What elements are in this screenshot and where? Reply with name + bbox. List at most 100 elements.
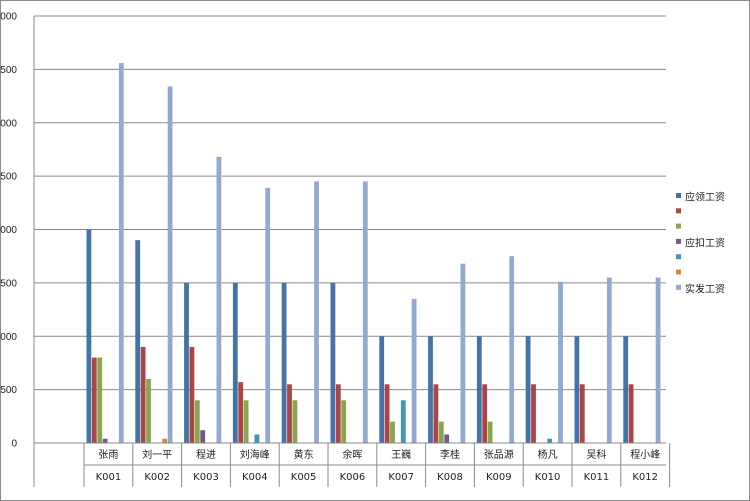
bar-K005-s2 xyxy=(292,400,298,443)
bar-K005-s1 xyxy=(287,384,292,443)
bar-K008-s0 xyxy=(428,336,433,443)
bar-K010-s0 xyxy=(525,336,531,443)
x-name-label: 杨凡 xyxy=(538,448,558,461)
bar-K006-s1 xyxy=(335,384,341,443)
y-tick-label: 2500 xyxy=(0,172,17,183)
bar-K008-s3 xyxy=(444,434,450,443)
bar-K011-s1 xyxy=(579,384,585,443)
y-tick-label: 4000 xyxy=(0,12,17,23)
bar-K006-s2 xyxy=(341,400,347,443)
bar-K005-s6 xyxy=(314,181,319,443)
bar-K007-s1 xyxy=(384,384,390,443)
legend-label: 应扣工资 xyxy=(685,236,725,249)
x-name-label: 刘海峰 xyxy=(240,448,270,461)
x-name-label: 王巍 xyxy=(391,449,411,461)
bar-K007-s6 xyxy=(411,298,417,443)
bar-K010-s1 xyxy=(531,384,536,443)
bar-K001-s1 xyxy=(91,357,97,443)
x-name-label: 李桂 xyxy=(440,448,460,461)
bar-K010-s6 xyxy=(558,281,563,443)
bar-K008-s6 xyxy=(460,263,466,443)
legend-swatch xyxy=(676,223,681,229)
legend-swatch xyxy=(676,193,681,198)
bar-K012-s0 xyxy=(623,336,629,443)
bar-K003-s0 xyxy=(184,282,189,443)
y-tick-label: 2000 xyxy=(0,225,17,236)
x-id-label: K007 xyxy=(388,472,414,483)
bar-K006-s0 xyxy=(330,282,336,443)
bar-K008-s1 xyxy=(433,384,439,443)
x-id-label: K012 xyxy=(632,472,658,483)
x-id-label: K008 xyxy=(437,472,463,483)
legend-swatch xyxy=(676,208,681,214)
bar-K004-s2 xyxy=(243,400,249,443)
x-id-label: K009 xyxy=(486,472,512,483)
bar-K002-s0 xyxy=(135,240,141,443)
x-id-label: K003 xyxy=(193,472,219,483)
x-id-label: K002 xyxy=(144,472,170,483)
bar-K001-s2 xyxy=(97,357,103,443)
bar-K012-s1 xyxy=(628,384,634,443)
bar-K002-s2 xyxy=(146,378,151,443)
bar-K007-s2 xyxy=(390,421,395,443)
x-name-label: 刘一平 xyxy=(142,449,172,461)
legend-label: 应领工资 xyxy=(685,191,725,204)
legend-swatch xyxy=(676,269,681,275)
y-tick-label: 1000 xyxy=(0,332,17,343)
x-id-label: K006 xyxy=(340,472,366,483)
bar-K010-s4 xyxy=(547,438,553,443)
bar-K009-s2 xyxy=(487,421,493,443)
x-id-label: K011 xyxy=(584,472,610,483)
x-id-label: K001 xyxy=(96,472,122,483)
legend-swatch xyxy=(676,284,681,290)
bar-K009-s6 xyxy=(509,256,515,443)
bar-K004-s1 xyxy=(238,382,244,443)
bar-K004-s4 xyxy=(254,434,260,443)
x-id-label: K004 xyxy=(242,472,268,483)
bar-K003-s3 xyxy=(200,430,206,443)
y-tick-label: 1500 xyxy=(0,278,17,289)
x-name-label: 程小峰 xyxy=(630,449,660,461)
x-name-label: 张雨 xyxy=(98,449,118,461)
bar-K007-s0 xyxy=(379,336,385,443)
bar-K002-s1 xyxy=(140,346,146,443)
y-tick-label: 3500 xyxy=(0,65,17,76)
x-name-label: 张品源 xyxy=(484,448,514,461)
bar-K005-s0 xyxy=(281,282,287,443)
bar-K006-s6 xyxy=(362,181,368,443)
bar-K003-s2 xyxy=(194,400,200,443)
x-id-label: K010 xyxy=(535,472,561,483)
legend-swatch xyxy=(676,254,681,260)
legend-swatch xyxy=(676,238,681,244)
bar-K009-s0 xyxy=(476,336,482,443)
bar-K001-s0 xyxy=(86,229,92,443)
bar-K002-s6 xyxy=(167,86,173,443)
bar-K004-s0 xyxy=(232,282,238,443)
x-axis: 张雨 K001 刘一平 K002 程进 K003 刘海峰 K004 黄东 K005 余晖 K006 王巍… xyxy=(33,442,671,487)
bar-K003-s6 xyxy=(216,156,222,443)
legend-label: 实发工资 xyxy=(685,282,725,295)
y-tick-label: 3000 xyxy=(0,118,17,129)
bar-K011-s0 xyxy=(574,336,580,443)
x-name-label: 程进 xyxy=(196,449,216,461)
bar-K012-s6 xyxy=(655,277,661,443)
y-axis: 0 500 1000 1500 2000 2500 3000 3500 4000 xyxy=(0,12,17,450)
bar-K001-s3 xyxy=(102,438,108,443)
x-name-label: 余晖 xyxy=(342,448,362,461)
bar-K004-s6 xyxy=(265,187,271,443)
x-name-label: 黄东 xyxy=(294,448,314,461)
bar-K009-s1 xyxy=(482,384,488,443)
y-tick-label: 0 xyxy=(11,439,17,450)
bar-K003-s1 xyxy=(189,346,195,443)
bar-K008-s2 xyxy=(438,421,444,443)
bar-marks xyxy=(86,62,661,443)
bar-K001-s6 xyxy=(118,62,124,443)
x-name-label: 吴科 xyxy=(586,448,606,461)
y-tick-label: 500 xyxy=(0,385,17,396)
x-id-label: K005 xyxy=(291,472,317,483)
bar-K007-s4 xyxy=(400,400,406,443)
bar-K011-s6 xyxy=(606,277,612,443)
